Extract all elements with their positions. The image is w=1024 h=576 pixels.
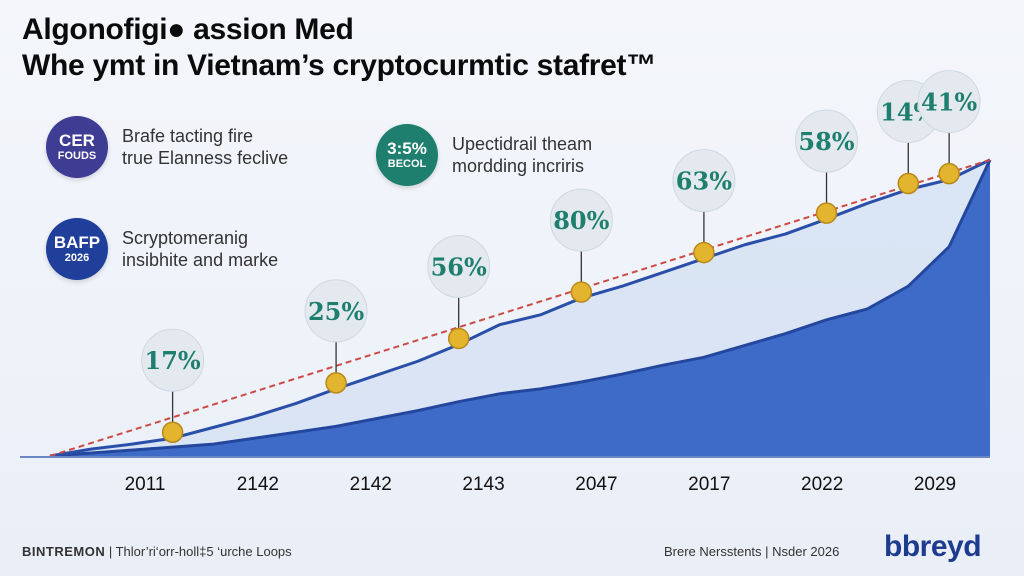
area-lower-fill [50,159,990,456]
callout-label: 56% [431,252,487,281]
footer-right: Brere Nersstents | Nsder 2026 [664,544,840,559]
callout-label: 25% [308,297,364,326]
footer-brand-left: BINTREMON [22,544,106,559]
legend-text-3-line1: Scryptomeranig [122,228,249,248]
callout-label: 63% [676,167,732,196]
coin-icon [325,372,347,394]
x-tick-label: 2022 [801,474,843,495]
legend-text-1-line1: Brafe tacting fire [122,126,254,146]
callout-bubble [549,188,613,252]
callout-label: 41% [921,88,977,117]
coin-icon [815,202,838,224]
legend-badge-1-line2: FOUDS [57,150,97,162]
legend-item-1: CER FOUDS Brafe tacting fire true Elanne… [46,116,288,178]
callout-bubble [672,149,736,213]
footer-left-text: | Thlor’ri‘orr-holl‡5 ‘urche Loops [108,544,292,559]
x-tick-label: 2017 [688,474,730,495]
legend-badge-2: 3:5% BECOL [376,124,438,186]
callout-label: 17% [145,346,201,375]
coin-icon [897,172,920,195]
chart-title: Algonofigi● assion Med Whe ymt in Vietna… [22,12,656,84]
legend-badge-1: CER FOUDS [46,116,108,178]
callout-bubble [917,70,981,134]
coin-icon [570,281,593,303]
x-tick-label: 2011 [125,474,166,495]
legend-badge-2-line1: 3:5% [387,139,427,158]
legend-badge-3-line1: BAFP [53,233,101,252]
series-line-lower [49,159,992,458]
x-tick-label: 2142 [237,474,279,495]
legend-badge-1-line1: CER [59,131,95,150]
callout-label: 58% [798,127,854,156]
legend-item-3: BAFP 2026 Scryptomeranig insibhite and m… [46,218,278,280]
callout-bubble [795,109,859,173]
brand-logo: bbreyd [884,530,982,563]
legend-text-2-line1: Upectidrail theam [452,134,593,154]
title-line-2: Whe ymt in Vietnam’s cryptocurmtic stafr… [22,49,656,82]
legend-text-3-line2: insibhite and marke [122,250,279,270]
coin-icon [161,421,184,443]
legend-text-2: Upectidrail theam mordding incriris [452,133,592,177]
callout-bubble [427,234,491,298]
legend-badge-3: BAFP 2026 [46,218,108,280]
coin-icon [938,162,960,185]
footer-left: BINTREMON | Thlor’ri‘orr-holl‡5 ‘urche L… [22,544,292,559]
coin-icon [693,241,715,264]
legend-text-1-line2: true Elanness feclive [122,148,289,168]
legend-badge-2-line2: BECOL [387,158,427,170]
coin-icon [447,327,470,350]
title-line-1: Algonofigi● assion Med [22,13,354,46]
x-tick-label: 2142 [350,474,392,495]
legend-badge-3-line2: 2026 [64,252,90,264]
legend-item-2: 3:5% BECOL Upectidrail theam mordding in… [376,124,592,186]
x-tick-label: 2143 [462,474,504,495]
legend-text-1: Brafe tacting fire true Elanness feclive [122,125,288,169]
callout-label: 80% [553,206,609,235]
x-tick-label: 2047 [575,474,617,495]
legend-text-3: Scryptomeranig insibhite and marke [122,227,278,271]
callout-bubble [141,328,205,392]
callout-bubble [304,279,368,343]
x-tick-label: 2029 [914,474,956,495]
legend-text-2-line2: mordding incriris [452,156,585,176]
